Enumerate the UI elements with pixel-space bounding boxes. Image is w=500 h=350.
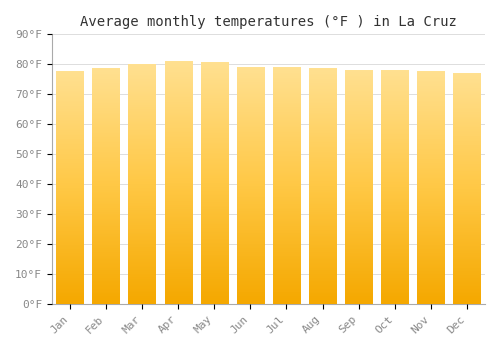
Title: Average monthly temperatures (°F ) in La Cruz: Average monthly temperatures (°F ) in La… <box>80 15 457 29</box>
